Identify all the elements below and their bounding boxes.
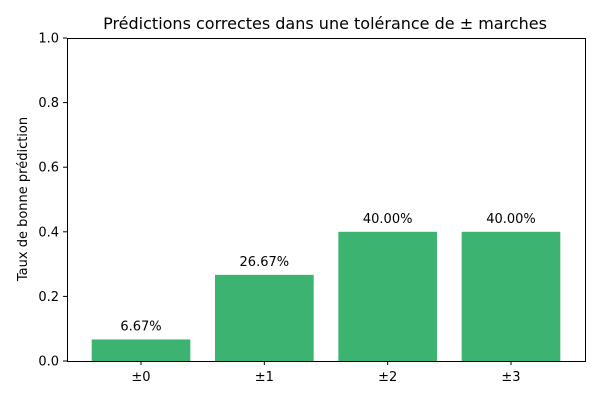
x-tick-label-3: ±3 bbox=[501, 370, 520, 385]
bar-2 bbox=[338, 231, 437, 361]
y-tick-label-4: 0.8 bbox=[38, 96, 59, 111]
data-label-0: 6.67% bbox=[120, 319, 161, 334]
x-tick-label-0: ±0 bbox=[131, 370, 150, 385]
y-tick-label-3: 0.6 bbox=[38, 161, 59, 176]
bar-3 bbox=[461, 231, 561, 361]
bar-1 bbox=[215, 274, 314, 361]
plot-frame bbox=[67, 38, 586, 362]
x-tick-label-2: ±2 bbox=[378, 370, 397, 385]
y-tick-label-2: 0.4 bbox=[38, 225, 59, 240]
y-axis-label: Taux de bonne prédiction bbox=[16, 117, 31, 282]
y-tick-label-5: 1.0 bbox=[38, 32, 59, 47]
y-tick-label-0: 0.0 bbox=[38, 355, 59, 370]
data-label-1: 26.67% bbox=[240, 255, 290, 270]
data-label-2: 40.00% bbox=[363, 212, 413, 227]
bars-group bbox=[91, 231, 561, 361]
chart-title: Prédictions correctes dans une tolérance… bbox=[103, 14, 547, 33]
x-axis-ticks: ±0 ±1 ±2 ±3 bbox=[131, 361, 521, 385]
y-tick-label-1: 0.2 bbox=[38, 290, 59, 305]
data-label-3: 40.00% bbox=[486, 212, 536, 227]
x-tick-label-1: ±1 bbox=[255, 370, 274, 385]
y-axis-ticks: 0.0 0.2 0.4 0.6 0.8 1.0 bbox=[38, 32, 67, 370]
data-labels-group: 6.67% 26.67% 40.00% 40.00% bbox=[120, 212, 535, 335]
bar-0 bbox=[91, 339, 191, 361]
